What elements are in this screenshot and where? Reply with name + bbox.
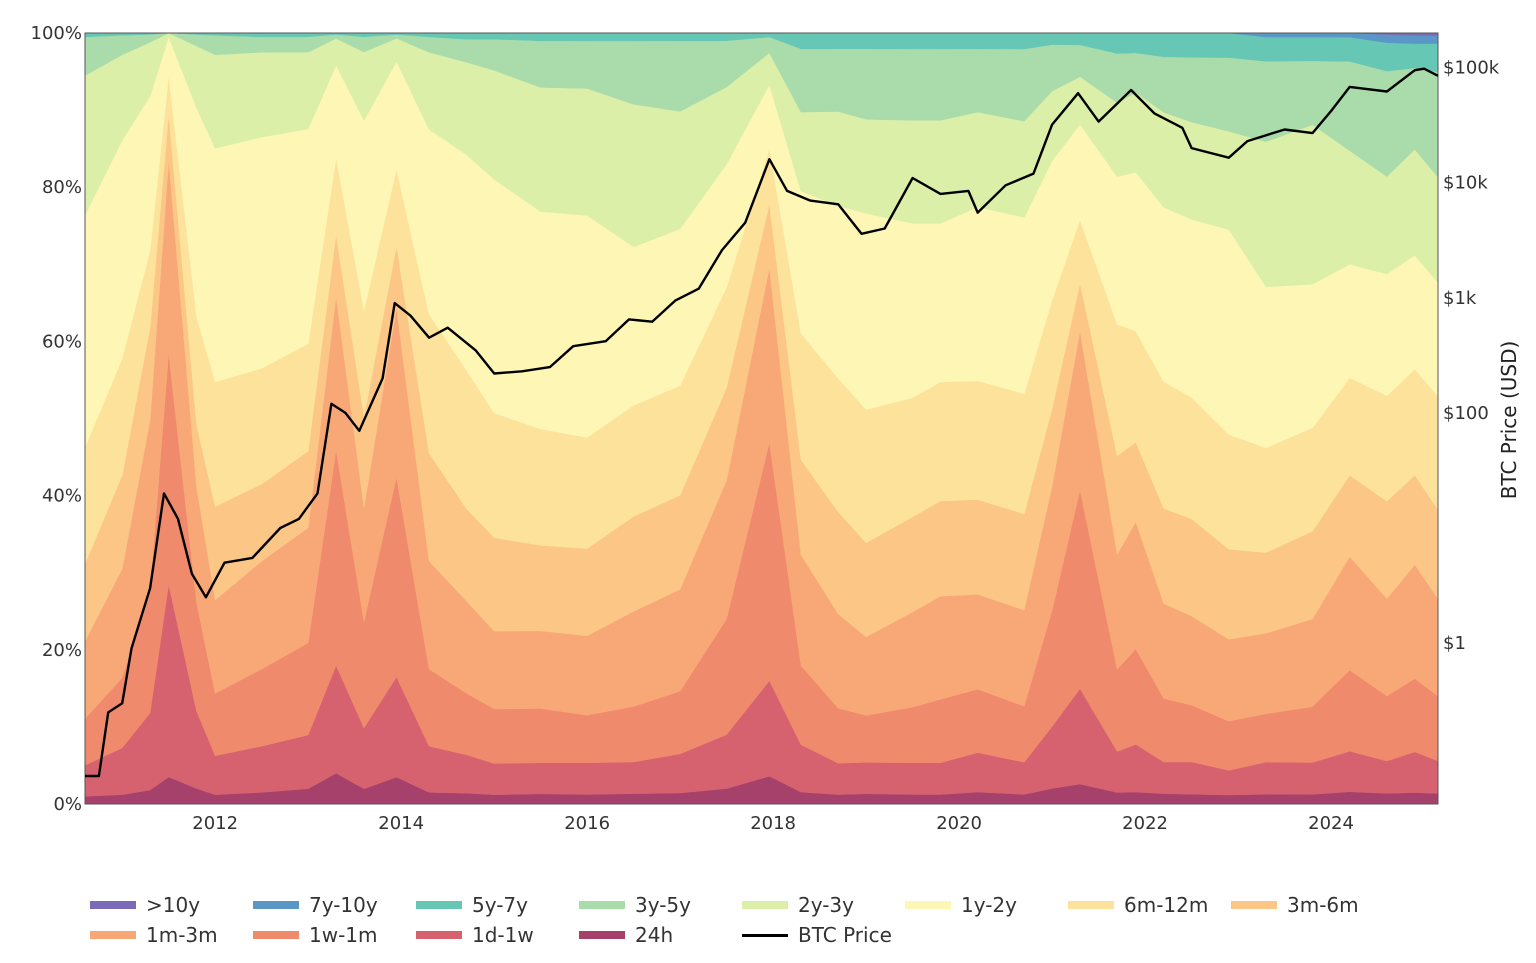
- legend-item[interactable]: BTC Price: [742, 923, 905, 947]
- legend-label: 1d-1w: [472, 923, 534, 947]
- legend-swatch: [416, 901, 462, 909]
- left-tick-label: 100%: [31, 23, 82, 44]
- legend-item[interactable]: 3m-6m: [1231, 893, 1394, 917]
- right-y-axis: $1 $100 $1k $10k $100k: [1443, 58, 1500, 654]
- right-tick-label: $100: [1443, 403, 1489, 424]
- legend-swatch: [742, 901, 788, 909]
- legend-swatch: [742, 933, 788, 937]
- legend-swatch: [416, 931, 462, 939]
- btc-price-line: [85, 67, 1439, 778]
- legend-item[interactable]: 2y-3y: [742, 893, 905, 917]
- legend-swatch: [90, 901, 136, 909]
- legend-label: 5y-7y: [472, 893, 528, 917]
- legend-item[interactable]: 1m-3m: [90, 923, 253, 947]
- x-tick-label: 2020: [936, 813, 982, 834]
- stacked-area-layer: [84, 32, 1439, 805]
- right-tick-label: $10k: [1443, 173, 1488, 194]
- legend: >10y 7y-10y 5y-7y 3y-5y 2y-3y 1y-2y 6m-12m 3m-6…: [90, 890, 1510, 950]
- x-tick-label: 2022: [1122, 813, 1168, 834]
- legend-item[interactable]: 5y-7y: [416, 893, 579, 917]
- legend-swatch: [253, 931, 299, 939]
- legend-swatch: [1068, 901, 1114, 909]
- x-tick-label: 2024: [1308, 813, 1354, 834]
- legend-label: >10y: [146, 893, 201, 917]
- left-tick-label: 20%: [42, 640, 82, 661]
- x-tick-label: 2012: [192, 813, 238, 834]
- legend-label: 24h: [635, 923, 674, 947]
- left-tick-label: 60%: [42, 331, 82, 352]
- price-line-layer: [85, 67, 1439, 778]
- legend-item[interactable]: >10y: [90, 893, 253, 917]
- legend-label: BTC Price: [798, 923, 892, 947]
- legend-label: 2y-3y: [798, 893, 854, 917]
- legend-label: 1w-1m: [309, 923, 378, 947]
- left-tick-label: 80%: [42, 177, 82, 198]
- legend-swatch: [90, 931, 136, 939]
- legend-item[interactable]: 1w-1m: [253, 923, 416, 947]
- left-tick-label: 0%: [53, 794, 82, 815]
- right-axis-title: BTC Price (USD): [1497, 341, 1521, 500]
- legend-swatch: [579, 901, 625, 909]
- legend-label: 7y-10y: [309, 893, 378, 917]
- right-tick-label: $1: [1443, 633, 1466, 654]
- legend-item[interactable]: 3y-5y: [579, 893, 742, 917]
- legend-label: 6m-12m: [1124, 893, 1209, 917]
- legend-swatch: [1231, 901, 1277, 909]
- right-tick-label: $100k: [1443, 58, 1500, 79]
- legend-label: 3m-6m: [1287, 893, 1359, 917]
- plot-frame: [84, 32, 1439, 805]
- x-tick-label: 2018: [750, 813, 796, 834]
- legend-item[interactable]: 7y-10y: [253, 893, 416, 917]
- legend-label: 1m-3m: [146, 923, 218, 947]
- legend-row-1: >10y 7y-10y 5y-7y 3y-5y 2y-3y 1y-2y 6m-12m 3m-6…: [90, 890, 1510, 920]
- legend-item[interactable]: 1d-1w: [416, 923, 579, 947]
- legend-item[interactable]: 6m-12m: [1068, 893, 1231, 917]
- legend-swatch: [253, 901, 299, 909]
- x-tick-label: 2014: [378, 813, 424, 834]
- right-tick-label: $1k: [1443, 288, 1477, 309]
- x-axis: 2012 2014 2016 2018 2020 2022 2024: [192, 813, 1354, 834]
- legend-swatch: [579, 931, 625, 939]
- legend-label: 3y-5y: [635, 893, 691, 917]
- x-tick-label: 2016: [564, 813, 610, 834]
- legend-swatch: [905, 901, 951, 909]
- hodl-waves-chart: 0% 20% 40% 60% 80% 100% $1 $100 $1k $10k $100k 20…: [31, 23, 1521, 834]
- legend-item[interactable]: 1y-2y: [905, 893, 1068, 917]
- legend-item[interactable]: 24h: [579, 923, 742, 947]
- left-y-axis: 0% 20% 40% 60% 80% 100%: [31, 23, 82, 815]
- legend-row-2: 1m-3m 1w-1m 1d-1w 24h BTC Price: [90, 920, 1510, 950]
- legend-label: 1y-2y: [961, 893, 1017, 917]
- left-tick-label: 40%: [42, 486, 82, 507]
